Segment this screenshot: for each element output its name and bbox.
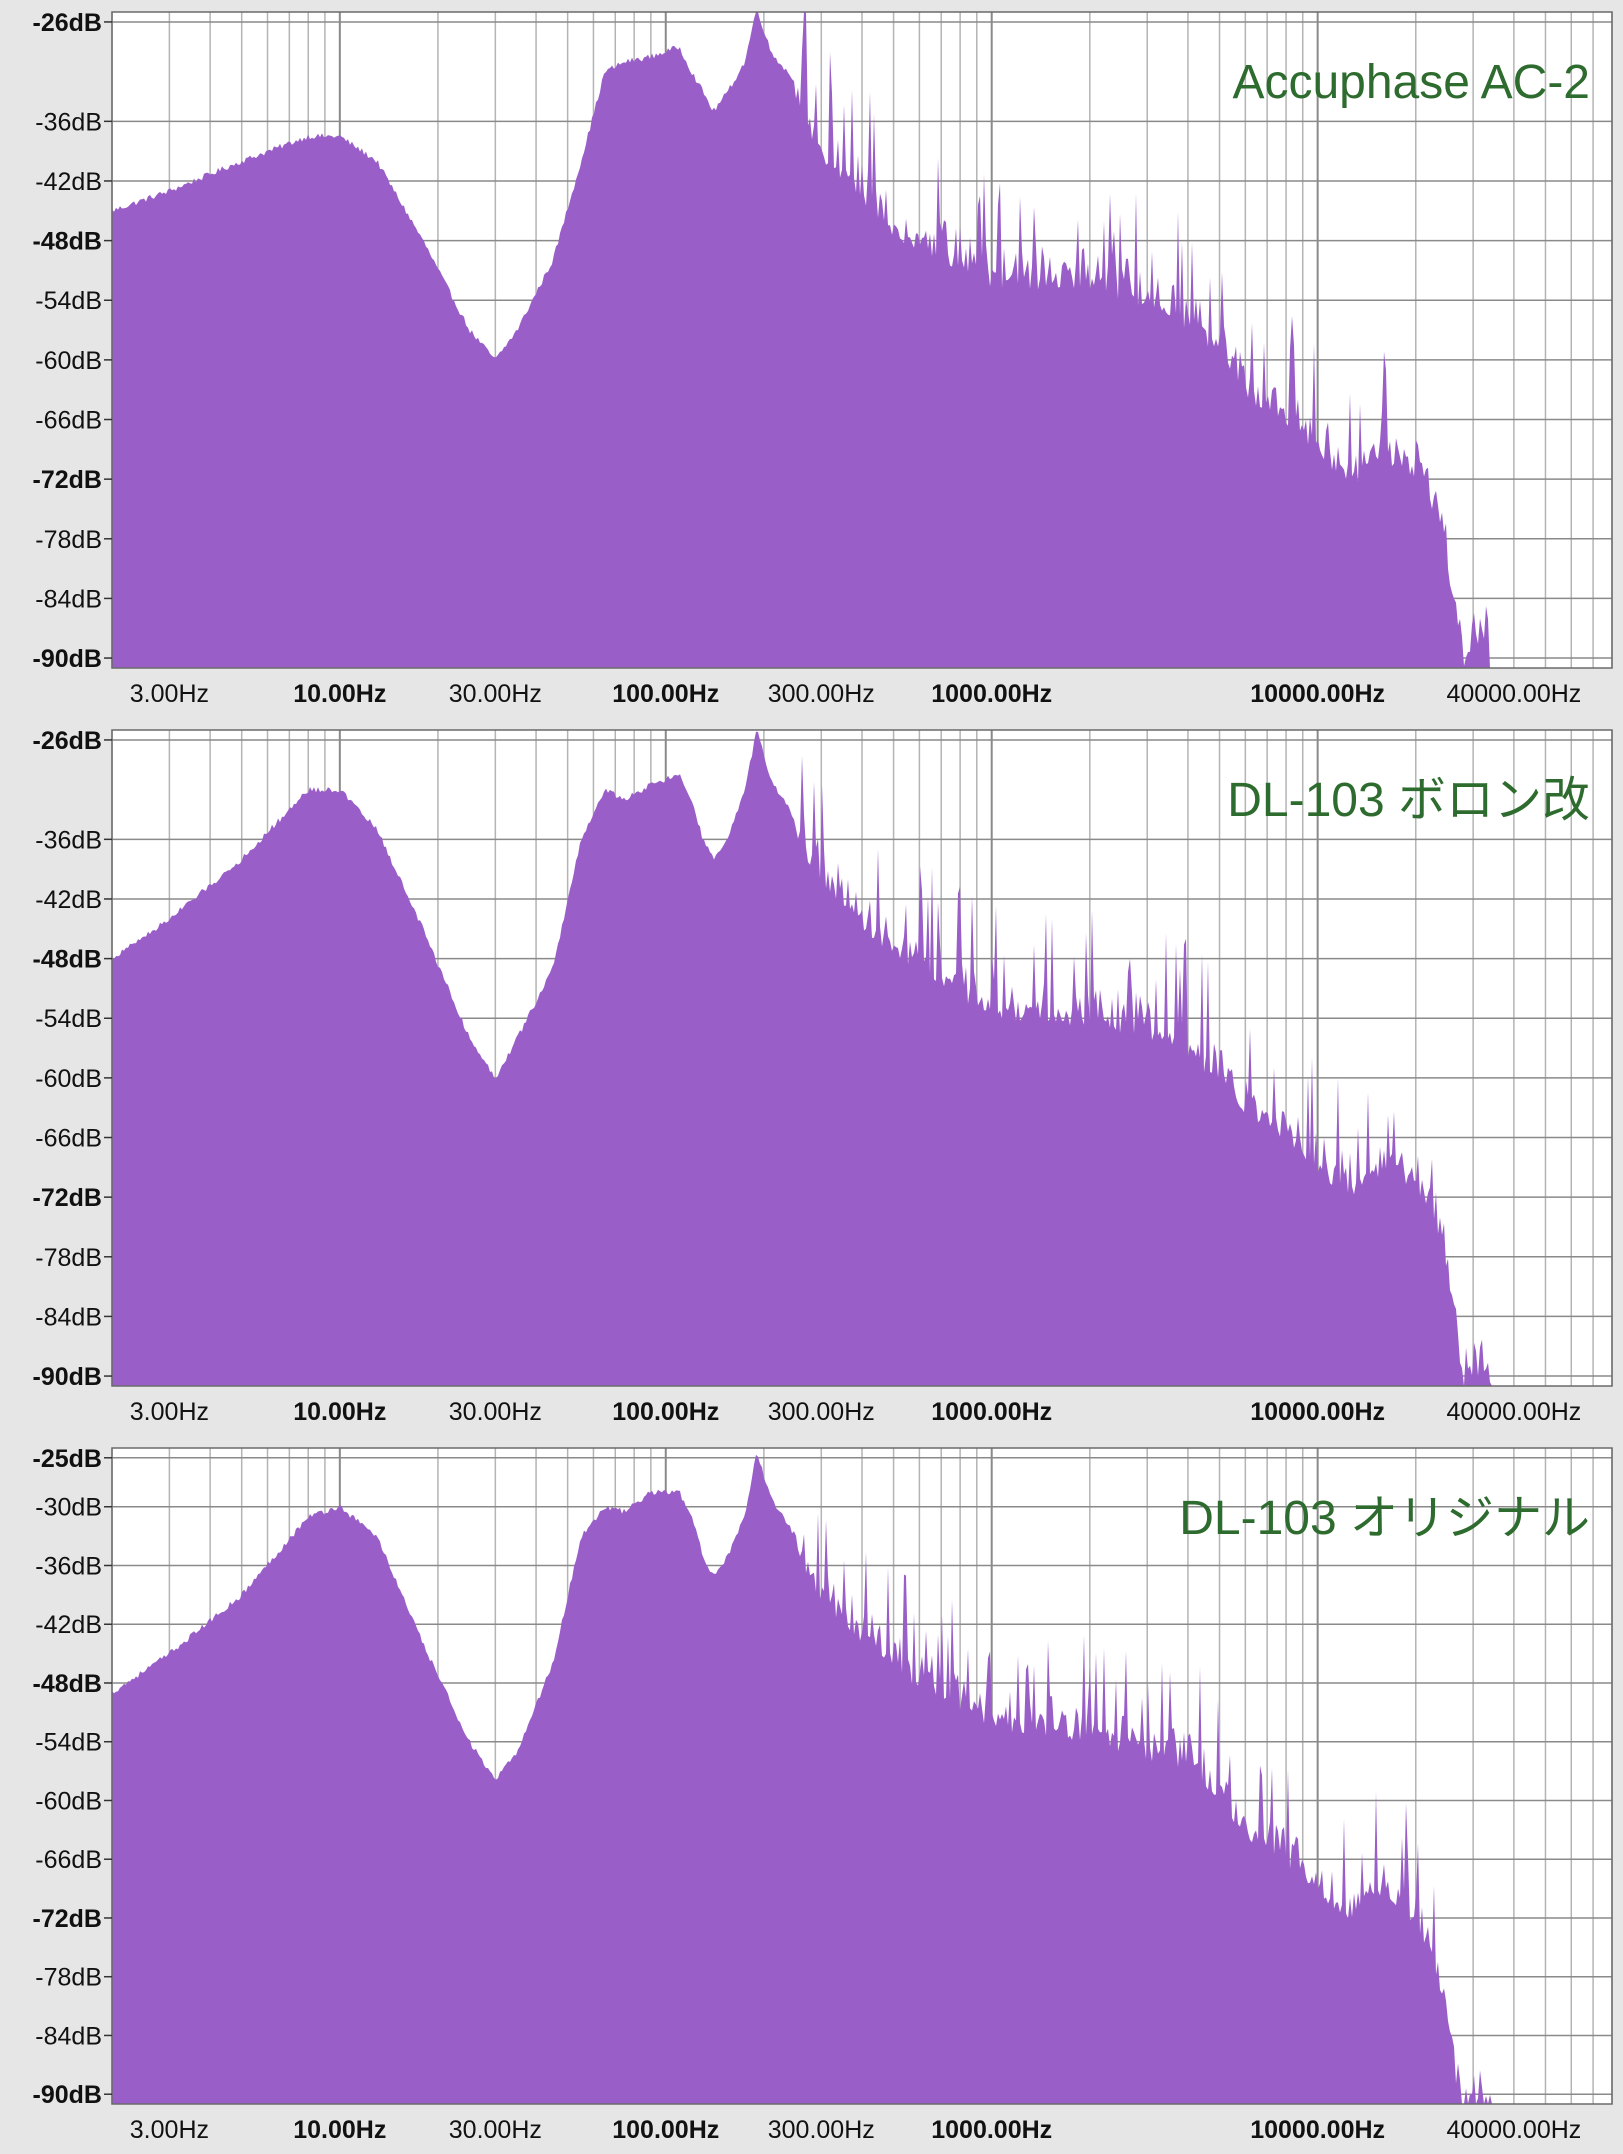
x-tick-label: 30.00Hz — [449, 2116, 542, 2144]
y-tick-label: -54dB — [35, 1005, 102, 1033]
y-tick-label: -72dB — [33, 1184, 102, 1212]
x-tick-label: 30.00Hz — [449, 680, 542, 708]
spectrum-panel-2: -26dB -36dB -42dB -48dB -54dB -60dB -66dB -72dB… — [0, 718, 1623, 1436]
y-tick-label: -48dB — [33, 946, 102, 974]
x-tick-label: 300.00Hz — [768, 2116, 875, 2144]
y-tick-label: -42dB — [35, 886, 102, 914]
x-tick-label: 300.00Hz — [768, 680, 875, 708]
y-tick-label: -25dB — [33, 1445, 102, 1473]
y-tick-label: -60dB — [35, 347, 102, 375]
spectrum-panel-3: -25dB -30dB -36dB -42dB -48dB -54dB -60dB -66dB… — [0, 1436, 1623, 2154]
y-tick-label: -90dB — [33, 2081, 102, 2109]
x-tick-label: 10000.00Hz — [1250, 680, 1385, 708]
y-tick-label: -36dB — [35, 1552, 102, 1580]
y-tick-label: -84dB — [35, 2022, 102, 2050]
x-tick-label: 100.00Hz — [612, 1398, 719, 1426]
y-tick-label: -72dB — [33, 466, 102, 494]
y-tick-label: -36dB — [35, 826, 102, 854]
x-tick-label: 10000.00Hz — [1250, 1398, 1385, 1426]
y-tick-label: -48dB — [33, 228, 102, 256]
spectrum-area — [112, 12, 1492, 668]
spectrum-panel-1: -26dB -36dB -42dB -48dB -54dB -60dB -66dB -72dB… — [0, 0, 1623, 718]
x-tick-label: 1000.00Hz — [931, 680, 1052, 708]
x-tick-label: 3.00Hz — [130, 2116, 209, 2144]
spectrum-svg-3: -25dB -30dB -36dB -42dB -48dB -54dB -60dB -66dB… — [33, 1445, 1613, 2144]
y-tick-label: -54dB — [35, 287, 102, 315]
x-tick-label: 100.00Hz — [612, 2116, 719, 2144]
spectrum-area — [112, 731, 1492, 1386]
y-tick-label: -78dB — [35, 1964, 102, 1992]
x-tick-label: 3.00Hz — [130, 680, 209, 708]
y-tick-label: -54dB — [35, 1729, 102, 1757]
y-tick-label: -36dB — [35, 108, 102, 136]
panel-title: Accuphase AC-2 — [1232, 56, 1590, 109]
x-tick-label: 10.00Hz — [293, 680, 386, 708]
x-tick-label: 30.00Hz — [449, 1398, 542, 1426]
y-tick-label: -90dB — [33, 1363, 102, 1391]
x-tick-label: 40000.00Hz — [1446, 1398, 1581, 1426]
y-tick-label: -66dB — [35, 1125, 102, 1153]
y-tick-label: -72dB — [33, 1905, 102, 1933]
y-tick-label: -30dB — [35, 1494, 102, 1522]
x-tick-label: 40000.00Hz — [1446, 680, 1581, 708]
y-tick-label: -60dB — [35, 1065, 102, 1093]
y-tick-label: -84dB — [35, 1303, 102, 1331]
y-tick-label: -78dB — [35, 1244, 102, 1272]
x-tick-label: 10.00Hz — [293, 1398, 386, 1426]
x-tick-label: 10000.00Hz — [1250, 2116, 1385, 2144]
y-tick-label: -48dB — [33, 1670, 102, 1698]
panel-title: DL-103 ボロン改 — [1227, 774, 1590, 827]
x-tick-label: 1000.00Hz — [931, 2116, 1052, 2144]
panel-title: DL-103 オリジナル — [1179, 1492, 1590, 1545]
y-tick-label: -78dB — [35, 526, 102, 554]
y-tick-label: -90dB — [33, 645, 102, 673]
x-tick-label: 3.00Hz — [130, 1398, 209, 1426]
y-tick-label: -42dB — [35, 168, 102, 196]
spectrum-svg-1: -26dB -36dB -42dB -48dB -54dB -60dB -66dB -72dB… — [33, 9, 1613, 708]
x-tick-label: 10.00Hz — [293, 2116, 386, 2144]
x-tick-label: 300.00Hz — [768, 1398, 875, 1426]
x-tick-label: 40000.00Hz — [1446, 2116, 1581, 2144]
y-tick-label: -66dB — [35, 1846, 102, 1874]
y-tick-label: -26dB — [33, 727, 102, 755]
spectrum-svg-2: -26dB -36dB -42dB -48dB -54dB -60dB -66dB -72dB… — [33, 727, 1613, 1426]
y-tick-label: -42dB — [35, 1611, 102, 1639]
y-tick-label: -26dB — [33, 9, 102, 37]
y-tick-label: -84dB — [35, 585, 102, 613]
y-tick-label: -66dB — [35, 407, 102, 435]
y-tick-label: -60dB — [35, 1787, 102, 1815]
spectrum-area — [112, 1454, 1492, 2104]
x-tick-label: 1000.00Hz — [931, 1398, 1052, 1426]
x-tick-label: 100.00Hz — [612, 680, 719, 708]
